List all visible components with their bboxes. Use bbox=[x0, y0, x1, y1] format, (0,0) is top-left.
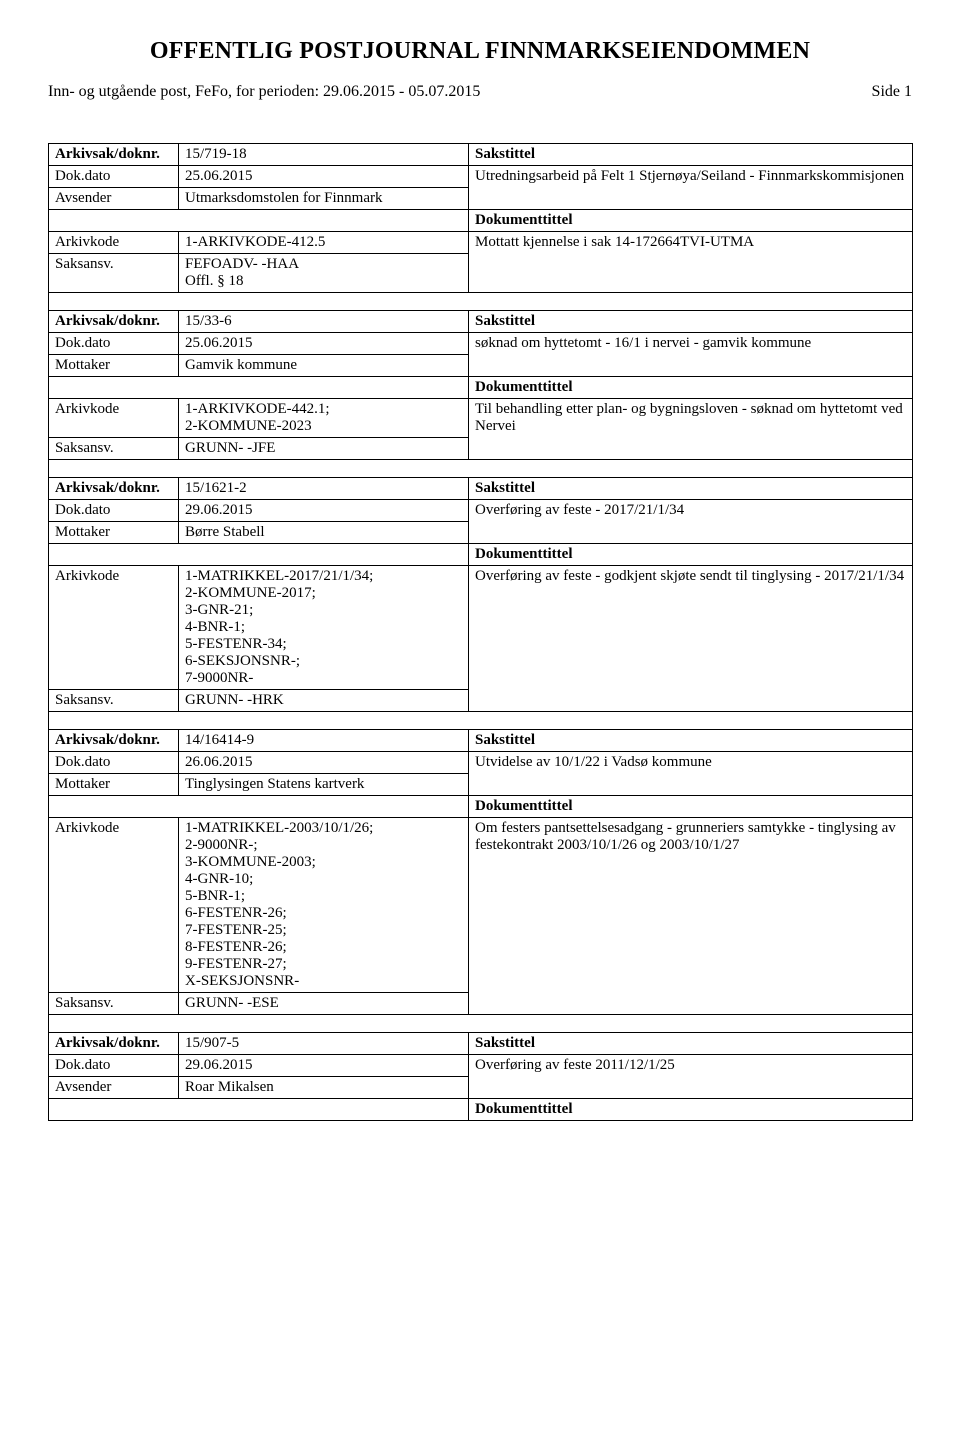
value-party: Roar Mikalsen bbox=[179, 1077, 469, 1099]
page-number: Side 1 bbox=[872, 83, 912, 101]
label-party: Avsender bbox=[49, 1077, 179, 1099]
value-dokumenttittel: Til behandling etter plan- og bygningslo… bbox=[469, 399, 913, 460]
label-party: Mottaker bbox=[49, 522, 179, 544]
value-dokdato: 25.06.2015 bbox=[179, 333, 469, 355]
value-dokumenttittel: Overføring av feste - godkjent skjøte se… bbox=[469, 566, 913, 712]
value-sakstittel: Overføring av feste - 2017/21/1/34 bbox=[469, 500, 913, 544]
separator-row bbox=[49, 293, 913, 311]
value-arkivsak: 15/1621-2 bbox=[179, 478, 469, 500]
value-sakstittel: Utredningsarbeid på Felt 1 Stjernøya/Sei… bbox=[469, 166, 913, 210]
value-saksansv: GRUNN- -HRK bbox=[179, 690, 469, 712]
label-saksansv: Saksansv. bbox=[49, 254, 179, 293]
header-row: Inn- og utgående post, FeFo, for periode… bbox=[48, 83, 912, 101]
label-party: Mottaker bbox=[49, 774, 179, 796]
value-sakstittel: Utvidelse av 10/1/22 i Vadsø kommune bbox=[469, 752, 913, 796]
label-arkivsak: Arkivsak/doknr. bbox=[49, 478, 179, 500]
value-saksansv: GRUNN- -ESE bbox=[179, 993, 469, 1015]
value-arkivsak: 15/33-6 bbox=[179, 311, 469, 333]
subtitle: Inn- og utgående post, FeFo, for periode… bbox=[48, 83, 480, 101]
label-sakstittel: Sakstittel bbox=[469, 730, 913, 752]
empty-cell bbox=[49, 796, 469, 818]
empty-cell bbox=[49, 544, 469, 566]
label-dokumenttittel: Dokumenttittel bbox=[469, 1099, 913, 1121]
value-dokumenttittel: Om festers pantsettelsesadgang - grunner… bbox=[469, 818, 913, 1015]
label-dokdato: Dok.dato bbox=[49, 166, 179, 188]
journal-record: Arkivsak/doknr.15/719-18Sakstittel Dok.da… bbox=[48, 143, 913, 311]
value-party: Børre Stabell bbox=[179, 522, 469, 544]
empty-cell bbox=[49, 1099, 469, 1121]
separator-row bbox=[49, 1015, 913, 1033]
separator-row bbox=[49, 712, 913, 730]
label-party: Mottaker bbox=[49, 355, 179, 377]
label-dokdato: Dok.dato bbox=[49, 500, 179, 522]
label-sakstittel: Sakstittel bbox=[469, 478, 913, 500]
label-arkivsak: Arkivsak/doknr. bbox=[49, 730, 179, 752]
value-arkivkode: 1-ARKIVKODE-412.5 bbox=[179, 232, 469, 254]
label-saksansv: Saksansv. bbox=[49, 690, 179, 712]
value-dokdato: 29.06.2015 bbox=[179, 1055, 469, 1077]
journal-record: Arkivsak/doknr.14/16414-9Sakstittel Dok.d… bbox=[48, 729, 913, 1033]
journal-record: Arkivsak/doknr.15/907-5Sakstittel Dok.dat… bbox=[48, 1032, 913, 1121]
empty-cell bbox=[49, 377, 469, 399]
label-arkivkode: Arkivkode bbox=[49, 818, 179, 993]
label-sakstittel: Sakstittel bbox=[469, 144, 913, 166]
label-arkivsak: Arkivsak/doknr. bbox=[49, 1033, 179, 1055]
value-sakstittel: søknad om hyttetomt - 16/1 i nervei - ga… bbox=[469, 333, 913, 377]
label-saksansv: Saksansv. bbox=[49, 438, 179, 460]
value-arkivkode: 1-ARKIVKODE-442.1; 2-KOMMUNE-2023 bbox=[179, 399, 469, 438]
label-dokumenttittel: Dokumenttittel bbox=[469, 377, 913, 399]
journal-record: Arkivsak/doknr.15/1621-2Sakstittel Dok.da… bbox=[48, 477, 913, 730]
label-dokdato: Dok.dato bbox=[49, 1055, 179, 1077]
label-sakstittel: Sakstittel bbox=[469, 1033, 913, 1055]
label-dokumenttittel: Dokumenttittel bbox=[469, 544, 913, 566]
label-dokdato: Dok.dato bbox=[49, 752, 179, 774]
label-dokdato: Dok.dato bbox=[49, 333, 179, 355]
value-arkivsak: 15/719-18 bbox=[179, 144, 469, 166]
empty-cell bbox=[49, 210, 469, 232]
records-container: Arkivsak/doknr.15/719-18SakstittelDok.da… bbox=[48, 143, 912, 1121]
label-party: Avsender bbox=[49, 188, 179, 210]
value-saksansv: GRUNN- -JFE bbox=[179, 438, 469, 460]
value-saksansv: FEFOADV- -HAA Offl. § 18 bbox=[179, 254, 469, 293]
value-arkivsak: 15/907-5 bbox=[179, 1033, 469, 1055]
separator-row bbox=[49, 460, 913, 478]
value-party: Gamvik kommune bbox=[179, 355, 469, 377]
value-party: Tinglysingen Statens kartverk bbox=[179, 774, 469, 796]
value-sakstittel: Overføring av feste 2011/12/1/25 bbox=[469, 1055, 913, 1099]
value-party: Utmarksdomstolen for Finnmark bbox=[179, 188, 469, 210]
label-sakstittel: Sakstittel bbox=[469, 311, 913, 333]
value-dokdato: 25.06.2015 bbox=[179, 166, 469, 188]
label-dokumenttittel: Dokumenttittel bbox=[469, 210, 913, 232]
label-arkivkode: Arkivkode bbox=[49, 566, 179, 690]
value-arkivkode: 1-MATRIKKEL-2003/10/1/26; 2-9000NR-; 3-K… bbox=[179, 818, 469, 993]
label-arkivkode: Arkivkode bbox=[49, 232, 179, 254]
label-dokumenttittel: Dokumenttittel bbox=[469, 796, 913, 818]
value-dokumenttittel: Mottatt kjennelse i sak 14-172664TVI-UTM… bbox=[469, 232, 913, 293]
value-arkivsak: 14/16414-9 bbox=[179, 730, 469, 752]
label-arkivkode: Arkivkode bbox=[49, 399, 179, 438]
journal-record: Arkivsak/doknr.15/33-6Sakstittel Dok.dato… bbox=[48, 310, 913, 478]
value-arkivkode: 1-MATRIKKEL-2017/21/1/34; 2-KOMMUNE-2017… bbox=[179, 566, 469, 690]
label-arkivsak: Arkivsak/doknr. bbox=[49, 144, 179, 166]
value-dokdato: 26.06.2015 bbox=[179, 752, 469, 774]
page-title: OFFENTLIG POSTJOURNAL FINNMARKSEIENDOMME… bbox=[48, 38, 912, 65]
value-dokdato: 29.06.2015 bbox=[179, 500, 469, 522]
label-saksansv: Saksansv. bbox=[49, 993, 179, 1015]
label-arkivsak: Arkivsak/doknr. bbox=[49, 311, 179, 333]
